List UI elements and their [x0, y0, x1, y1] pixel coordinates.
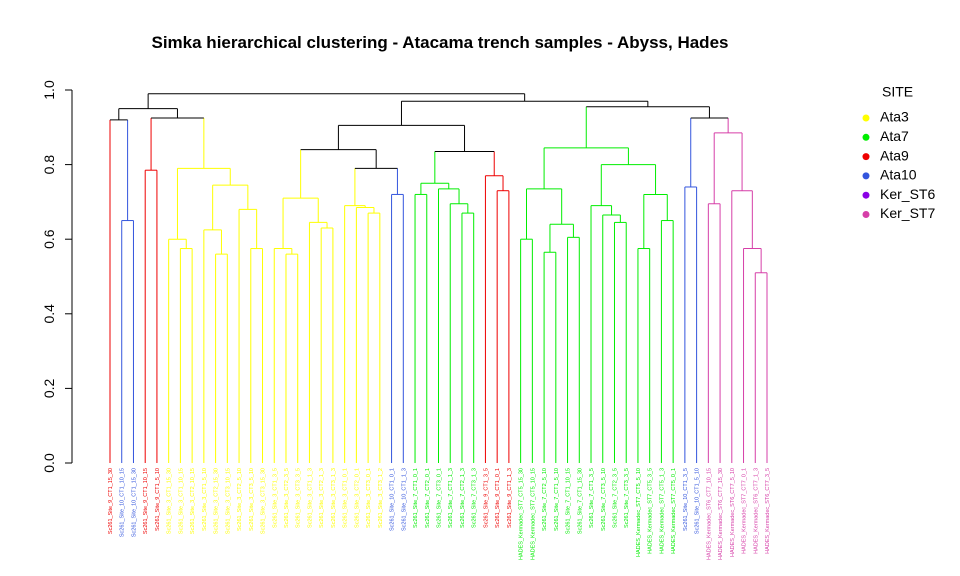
- legend-label: Ker_ST7: [880, 205, 935, 221]
- leaf-label: HADES_Kermadec_ST7_CT5_1_3: [659, 468, 665, 554]
- legend-dot: [862, 133, 870, 141]
- leaf-label: Sc261_Site_10_CT1_15_30: [131, 468, 137, 537]
- leaf-label: HADES_Kermadec_ST6_CT7_1_3: [753, 468, 759, 554]
- legend-label: Ata3: [880, 109, 909, 125]
- leaf-label: Sc261_Site_7_CT2_0_1: [425, 468, 431, 528]
- leaf-label: Sc261_Site_3_CT1_5_10: [202, 468, 208, 531]
- leaf-label: Sc261_Site_3_CT2_5_10: [237, 468, 243, 531]
- leaf-label: Sc261_Site_3_CT3_5_10: [249, 468, 255, 531]
- legend-label: Ker_ST6: [880, 186, 935, 202]
- leaf-label: Sc261_Site_10_CT1_3_5: [683, 468, 689, 531]
- leaf-label: Sc261_Site_10_CT1_1_3: [401, 468, 407, 531]
- legend-dot: [862, 211, 870, 218]
- leaf-label: Sc261_Site_3_CT3_0_1: [366, 468, 372, 528]
- leaf-label: Sc261_Site_3_CT1_10_15: [178, 468, 184, 534]
- leaf-label: Sc261_Site_9_CT1_10_15: [143, 468, 149, 534]
- leaf-label: Sc261_Site_3_CT2_10_15: [190, 468, 196, 534]
- leaf-label: Sc261_Site_3_CT3_1_2: [378, 468, 384, 528]
- leaf-label: Sc261_Site_7_CT1_3_5: [589, 468, 595, 528]
- leaf-label: Sc261_Site_7_CT1_5_10: [554, 468, 560, 531]
- leaf-label: Sc261_Site_3_CT2_3_5: [284, 468, 290, 528]
- legend-dot: [862, 153, 870, 161]
- leaf-label: Sc261_Site_10_CT1_0_1: [390, 468, 396, 531]
- leaf-label: HADES_Kermadec_ST6_CT7_15_30: [718, 468, 724, 560]
- leaf-label: HADES_Kermadec_ST7_CT5_5_10: [636, 468, 642, 557]
- leaf-label: Sc261_Site_3_CT1_3_5: [272, 468, 278, 528]
- leaf-label: Sc261_Site_7_CT2_1_3: [460, 468, 466, 528]
- leaf-label: Sc261_Site_9_CT1_15_30: [108, 468, 114, 534]
- leaf-label: Sc261_Site_7_CT1_10_15: [566, 468, 572, 534]
- legend-dot: [862, 114, 870, 122]
- y-tick-label: 0.8: [41, 155, 57, 175]
- legend-dot: [862, 191, 870, 199]
- legend-dot: [862, 172, 870, 180]
- leaf-label: Sc261_Site_7_CT1_1_3: [448, 468, 454, 528]
- legend-label: Ata9: [880, 147, 909, 163]
- leaf-label: HADES_Kermadec_ST6_CT7_10_15: [706, 468, 712, 560]
- leaf-label: Sc261_Site_3_CT2_0_1: [354, 468, 360, 528]
- leaf-label: Sc261_Site_3_CT3_10_15: [225, 468, 231, 534]
- y-tick-label: 0.0: [41, 453, 57, 473]
- y-tick-label: 0.4: [41, 304, 57, 324]
- leaf-label: HADES_Kermadec_ST7_CT5_0_1: [671, 468, 677, 554]
- leaf-label: Sc261_Site_3_CT2_1_3: [319, 468, 325, 528]
- leaf-label: Sc261_Site_7_CT3_1_3: [472, 468, 478, 528]
- y-tick-label: 1.0: [41, 80, 57, 100]
- legend-label: Ata7: [880, 128, 909, 144]
- leaf-label: Sc261_Site_3_CT3_1_3: [331, 468, 337, 528]
- leaf-label: HADES_Kermadec_ST7_CT5_3_5: [648, 468, 654, 554]
- leaf-label: Sc261_Site_10_CT1_5_10: [695, 468, 701, 534]
- leaf-label: HADES_Kermadec_ST6_CT7_3_5: [765, 468, 771, 554]
- leaf-label: Sc261_Site_3_CT3_15_30: [261, 468, 267, 534]
- leaf-label: Sc261_Site_7_CT3_5_10: [601, 468, 607, 531]
- leaf-label: Sc261_Site_9_CT1_0_1: [495, 468, 501, 528]
- leaf-label: Sc261_Site_9_CT1_5_10: [155, 468, 161, 531]
- leaf-label: Sc261_Site_7_CT1_15_30: [577, 468, 583, 534]
- leaf-label: HADES_Kermadec_ST6_CT7_5_10: [730, 468, 736, 557]
- y-tick-label: 0.2: [41, 378, 57, 398]
- leaf-label: Sc261_Site_3_CT1_15_30: [167, 468, 173, 534]
- leaf-label: HADES_Kermadec_ST7_CT5_10_15: [530, 468, 536, 560]
- y-tick-label: 0.6: [41, 229, 57, 249]
- leaf-label: Sc261_Site_10_CT1_10_15: [120, 468, 126, 537]
- leaf-label: Sc261_Site_7_CT1_0_1: [413, 468, 419, 528]
- leaf-label: HADES_Kermadec_ST7_CT7_0_1: [742, 468, 748, 554]
- leaf-label: HADES_Kermadec_ST7_CT5_15_30: [519, 468, 525, 560]
- leaf-label: Sc261_Site_7_CT2_5_10: [542, 468, 548, 531]
- leaf-label: Sc261_Site_7_CT2_3_5: [612, 468, 618, 528]
- leaf-label: Sc261_Site_3_CT3_3_5: [296, 468, 302, 528]
- leaf-label: Sc261_Site_7_CT3_0_1: [437, 468, 443, 528]
- leaf-label: Sc261_Site_9_CT1_3_5: [483, 468, 489, 528]
- legend-title: SITE: [882, 84, 913, 100]
- chart-title: Simka hierarchical clustering - Atacama …: [152, 33, 729, 52]
- leaf-label: Sc261_Site_9_CT1_1_3: [507, 468, 513, 528]
- leaf-label: Sc261_Site_3_CT2_15_30: [214, 468, 220, 534]
- leaf-label: Sc261_Site_7_CT3_3_5: [624, 468, 630, 528]
- leaf-label: Sc261_Site_3_CT1_1_3: [307, 468, 313, 528]
- leaf-label: Sc261_Site_3_CT1_0_1: [343, 468, 349, 528]
- legend-label: Ata10: [880, 167, 917, 183]
